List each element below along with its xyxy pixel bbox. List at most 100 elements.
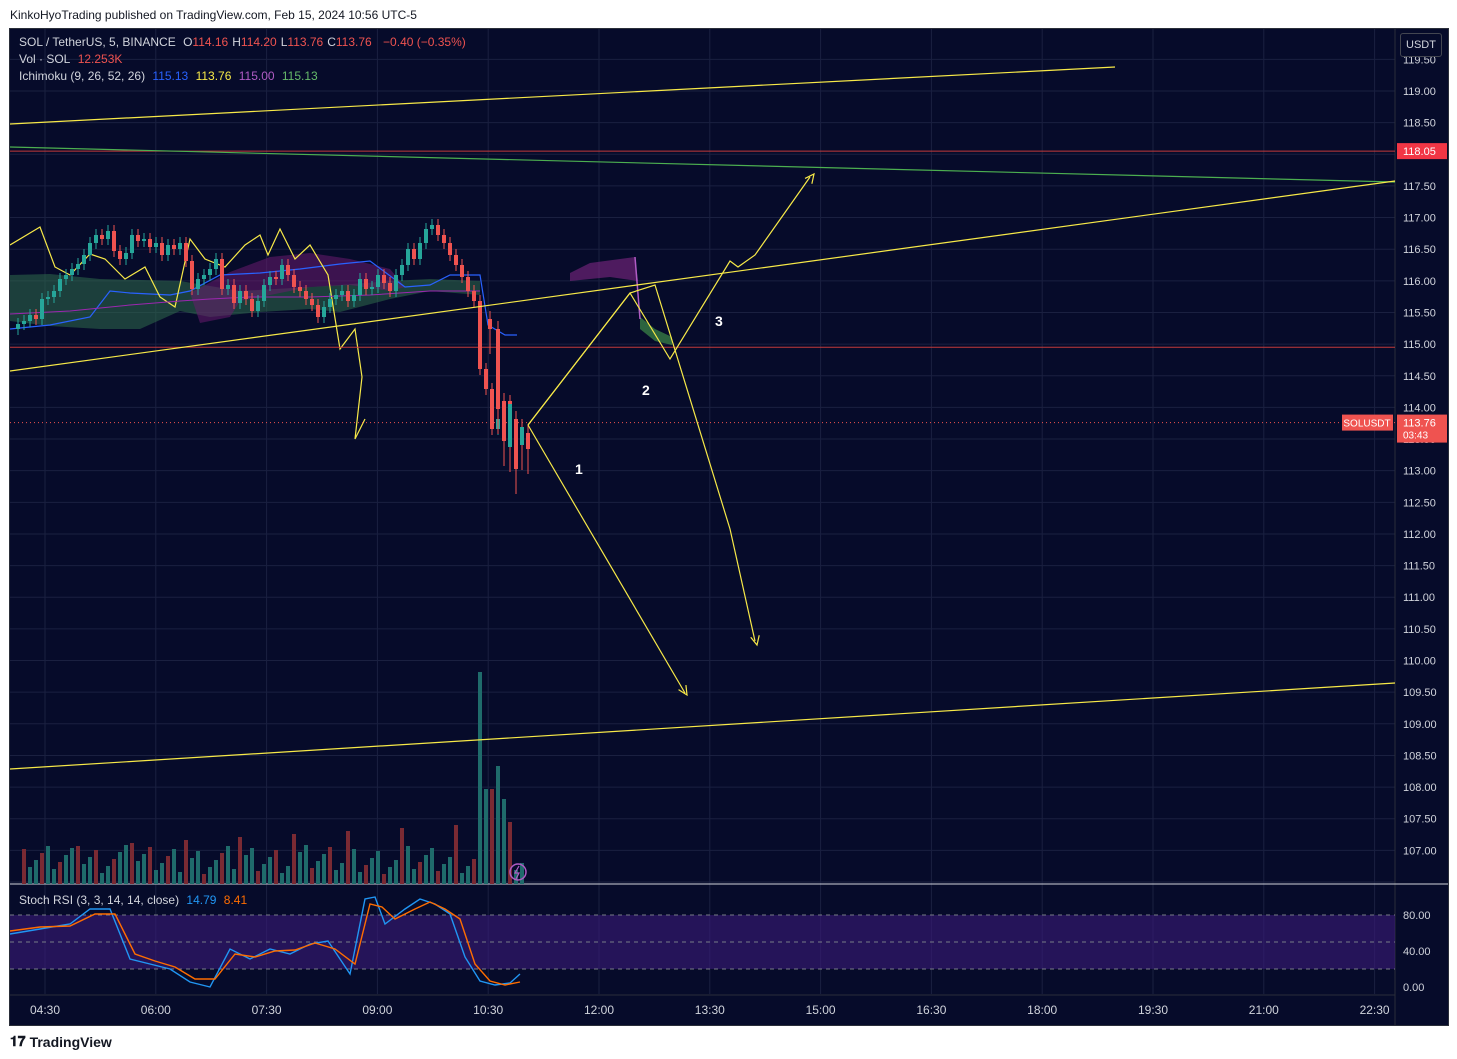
volume-bar: [232, 869, 236, 884]
annotation-label-1: 1: [575, 461, 583, 477]
volume-bar: [130, 843, 134, 884]
candle-body: [346, 291, 350, 301]
volume-bar: [154, 870, 158, 884]
volume-bar: [244, 855, 248, 884]
volume-bar: [328, 847, 332, 884]
candle-body: [412, 249, 416, 259]
stoch-label[interactable]: Stoch RSI (3, 3, 14, 14, close): [19, 893, 180, 907]
candle-body: [514, 419, 518, 469]
candle-body: [190, 261, 194, 289]
volume-bar: [214, 860, 218, 884]
candle-body: [256, 301, 260, 311]
candle-body: [454, 255, 458, 265]
time-tick-label: 16:30: [916, 1003, 946, 1017]
chart-frame[interactable]: 107.00 107.50 108.00 108.50 109.00 109.50 110.…: [9, 28, 1449, 1026]
ichimoku-base: 113.76: [195, 69, 232, 83]
trend-line-green: [10, 146, 1396, 183]
time-tick-label: 19:30: [1138, 1003, 1168, 1017]
volume-bar: [184, 840, 188, 884]
candle-body: [376, 275, 380, 287]
candle-body: [304, 291, 308, 299]
currency-button[interactable]: USDT: [1400, 33, 1442, 57]
candle-body: [40, 299, 44, 319]
volume-bar: [334, 870, 338, 884]
ichimoku-lead: 115.13: [281, 69, 318, 83]
candle-body: [238, 291, 242, 303]
volume-bar: [238, 837, 242, 884]
volume-bar: [46, 846, 50, 884]
tradingview-logo-icon: 𝟏𝟕: [10, 1033, 26, 1049]
volume-bar: [400, 828, 404, 884]
volume-bar: [466, 866, 470, 884]
volume-bar: [508, 822, 512, 884]
price-tag-price: 113.76: [1403, 418, 1436, 430]
candle-body: [430, 225, 434, 229]
volume-bar: [274, 850, 278, 884]
scenario-arrow-1: [527, 424, 686, 694]
candle-body: [160, 243, 164, 255]
volume-bar: [406, 846, 410, 884]
candle-body: [352, 295, 356, 301]
volume-bar: [316, 861, 320, 884]
chart-canvas[interactable]: 107.00 107.50 108.00 108.50 109.00 109.50 110.…: [10, 29, 1448, 1025]
volume-bar: [304, 845, 308, 884]
price-tick-label: 119.50: [1403, 54, 1436, 66]
volume-bar: [76, 846, 80, 884]
volume-bar: [220, 853, 224, 884]
annotation-label-3: 3: [715, 313, 723, 329]
ichimoku-lagging: 115.00: [238, 69, 275, 83]
volume-bar: [88, 857, 92, 884]
time-tick-label: 13:30: [695, 1003, 725, 1017]
volume-bar: [202, 874, 206, 884]
volume-bar: [472, 859, 476, 884]
ichimoku-conversion: 115.13: [152, 69, 189, 83]
candle-body: [520, 427, 524, 445]
price-tick-label: 111.00: [1403, 592, 1435, 604]
candle-body: [82, 255, 86, 264]
price-tick-label: 115.50: [1403, 307, 1436, 319]
price-tick-label: 109.00: [1403, 719, 1437, 731]
volume-bar: [262, 864, 266, 884]
symbol-label[interactable]: SOL / TetherUS, 5, BINANCE: [19, 35, 176, 49]
volume-bar: [268, 857, 272, 884]
stoch-d-value: 8.41: [223, 893, 248, 907]
volume-bar: [196, 851, 200, 884]
time-tick-label: 04:30: [30, 1003, 60, 1017]
volume-label[interactable]: Vol · SOL: [19, 52, 71, 66]
candle-body: [502, 401, 506, 441]
candle-body: [34, 315, 38, 319]
volume-bar: [478, 672, 482, 884]
level-tag: 118.05: [1403, 146, 1436, 158]
volume-bar: [166, 856, 170, 884]
candle-body: [136, 235, 140, 241]
ichimoku-label[interactable]: Ichimoku (9, 26, 52, 26): [19, 69, 146, 83]
candle-body: [280, 265, 284, 279]
candle-body: [100, 235, 104, 239]
candle-body: [424, 229, 428, 243]
candle-body: [184, 243, 188, 261]
ohlc-key-O: O: [183, 35, 193, 49]
volume-bar: [256, 871, 260, 884]
volume-bar: [124, 845, 128, 884]
candle-body: [22, 321, 26, 324]
price-tick-label: 117.50: [1403, 181, 1436, 193]
candle-body: [64, 275, 68, 279]
volume-bar: [454, 825, 458, 884]
volume-bar: [58, 862, 62, 884]
volume-bar: [160, 863, 164, 884]
candle-body: [298, 287, 302, 291]
price-tag-countdown: 03:43: [1403, 431, 1428, 442]
ohlc-value-C: 113.76: [335, 35, 372, 49]
senkou-b-line: [10, 290, 480, 315]
volume-value: 12.253K: [77, 52, 123, 66]
candle-body: [214, 259, 218, 269]
volume-bar: [148, 847, 152, 884]
volume-bar: [250, 848, 254, 884]
price-tick-label: 114.50: [1403, 371, 1436, 383]
kumo-green-future: [640, 317, 672, 345]
ohlc-value-L: 113.76: [287, 35, 324, 49]
candle-body: [526, 433, 530, 449]
candle-body: [196, 279, 200, 289]
volume-bar: [322, 854, 326, 884]
candle-body: [496, 329, 500, 409]
